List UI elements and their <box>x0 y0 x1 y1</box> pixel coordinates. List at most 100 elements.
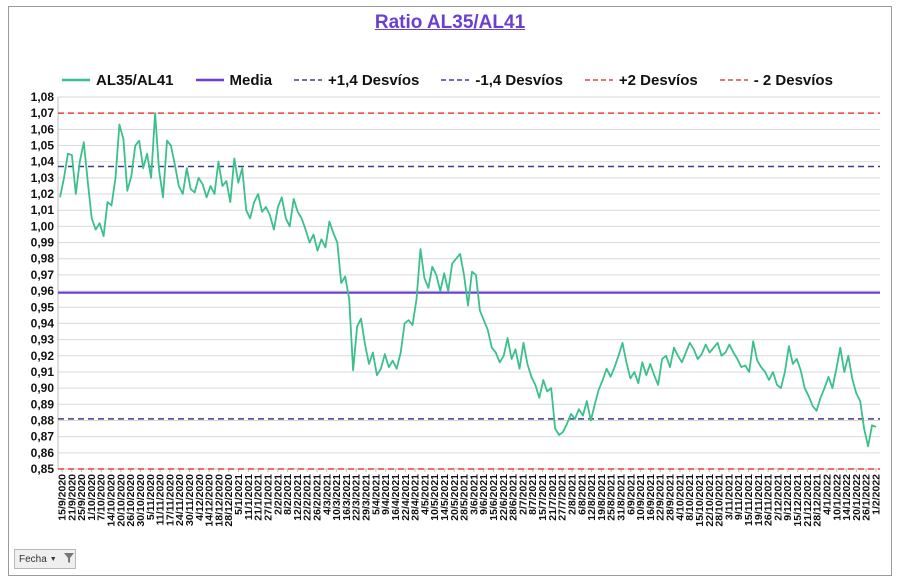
x-tick-label: 4/12/2020 <box>194 474 206 521</box>
x-tick-label: 6/9/2021 <box>625 474 637 515</box>
x-tick-label: 10/3/2021 <box>331 474 343 521</box>
x-tick-label: 3/11/2021 <box>723 474 735 520</box>
x-tick-label: 12/2/2021 <box>292 474 304 521</box>
fecha-filter-button[interactable]: Fecha ▼ <box>14 549 76 569</box>
legend-item: - 2 Desvíos <box>719 71 833 89</box>
x-tick-label: 4/5/2021 <box>419 474 431 515</box>
y-tick-label: 0,87 <box>31 430 55 444</box>
legend-label: AL35/AL41 <box>96 71 174 89</box>
x-tick-label: 27/1/2021 <box>262 474 274 521</box>
y-tick-label: 0,94 <box>31 316 55 330</box>
legend-item: +1,4 Desvíos <box>294 72 419 89</box>
y-tick-label: 1,01 <box>31 203 55 217</box>
y-tick-label: 0,96 <box>31 284 55 298</box>
legend-label: - 2 Desvíos <box>753 71 833 89</box>
x-tick-label: 28/5/2021 <box>459 474 471 521</box>
x-tick-label: 1/10/2020 <box>86 474 98 521</box>
y-tick-label: 0,90 <box>31 381 55 395</box>
y-tick-label: 1,07 <box>31 106 55 120</box>
x-tick-label: 20/1/2022 <box>851 474 863 521</box>
x-tick-label: 28/4/2021 <box>410 474 422 521</box>
x-tick-label: 22/2/2021 <box>302 474 314 521</box>
x-tick-label: 10/5/2021 <box>429 474 441 521</box>
x-tick-label: 15/11/2021 <box>743 474 755 526</box>
x-tick-label: 30/11/2020 <box>184 474 196 526</box>
legend-swatch <box>719 79 748 81</box>
x-tick-label: 14/10/2020 <box>106 474 118 527</box>
x-tick-label: 26/11/2021 <box>763 474 775 526</box>
chevron-down-icon[interactable]: ▼ <box>49 555 57 563</box>
x-tick-label: 15/12/2021 <box>792 474 804 527</box>
x-tick-label: 7/10/2020 <box>96 474 108 521</box>
x-tick-label: 14/12/2020 <box>204 474 216 527</box>
x-tick-label: 1/2/2022 <box>871 474 883 515</box>
x-tick-label: 26/1/2022 <box>861 474 873 521</box>
x-tick-label: 20/5/2021 <box>449 474 461 521</box>
x-tick-label: 22/3/2021 <box>351 474 363 521</box>
funnel-icon <box>63 552 75 567</box>
y-tick-label: 0,97 <box>31 268 55 282</box>
x-tick-label: 28/6/2021 <box>508 474 520 521</box>
x-tick-label: 17/11/2020 <box>164 474 176 526</box>
legend-label: Media <box>229 71 273 89</box>
legend-item: +2 Desvíos <box>584 72 698 89</box>
x-tick-label: 30/10/2020 <box>135 474 147 527</box>
legend-item: -1,4 Desvíos <box>441 72 563 89</box>
x-tick-label: 20/10/2020 <box>115 474 127 527</box>
x-tick-label: 15/10/2021 <box>694 474 706 527</box>
x-tick-label: 8/2/2021 <box>282 474 294 515</box>
x-tick-label: 29/3/2021 <box>361 474 373 521</box>
x-tick-label: 27/7/2021 <box>557 474 569 521</box>
x-tick-label: 10/9/2021 <box>635 474 647 521</box>
y-tick-label: 0,86 <box>31 446 55 460</box>
x-tick-label: 21/1/2021 <box>253 474 265 521</box>
x-tick-label: 2/8/2021 <box>566 474 578 515</box>
legend-label: -1,4 Desvíos <box>475 71 563 89</box>
legend-swatch <box>62 78 90 82</box>
x-tick-label: 5/1/2021 <box>233 474 245 515</box>
x-tick-label: 16/3/2021 <box>341 474 353 521</box>
x-tick-label: 4/1/2022 <box>821 474 833 515</box>
x-tick-label: 9/6/2021 <box>478 474 490 515</box>
x-tick-label: 5/11/2020 <box>145 474 157 520</box>
x-tick-label: 28/9/2021 <box>665 474 677 521</box>
y-tick-label: 1,02 <box>31 187 55 201</box>
x-tick-label: 22/6/2021 <box>498 474 510 521</box>
x-tick-label: 15/6/2021 <box>488 474 500 521</box>
y-tick-label: 0,89 <box>31 397 55 411</box>
y-tick-label: 0,92 <box>31 349 55 363</box>
x-tick-label: 24/11/2020 <box>174 474 186 526</box>
x-tick-label: 15/7/2021 <box>537 474 549 521</box>
y-tick-label: 0,91 <box>31 365 55 379</box>
x-tick-label: 22/9/2021 <box>655 474 667 521</box>
x-tick-label: 9/11/2021 <box>733 474 745 520</box>
x-tick-label: 16/4/2021 <box>390 474 402 521</box>
y-tick-label: 0,99 <box>31 236 55 250</box>
y-tick-label: 0,88 <box>31 413 55 427</box>
x-tick-label: 25/8/2021 <box>606 474 618 521</box>
x-tick-label: 18/12/2020 <box>213 474 225 527</box>
x-tick-label: 5/4/2021 <box>370 474 382 515</box>
x-tick-label: 6/8/2021 <box>576 474 588 515</box>
legend: AL35/AL41 Media +1,4 Desvíos -1,4 Desvío… <box>62 70 855 90</box>
x-tick-label: 4/3/2021 <box>321 474 333 515</box>
x-tick-label: 28/12/2020 <box>223 474 235 527</box>
x-tick-label: 28/10/2021 <box>714 474 726 527</box>
x-tick-label: 19/8/2021 <box>596 474 608 521</box>
legend-swatch <box>441 79 470 81</box>
legend-swatch <box>294 79 323 81</box>
y-tick-label: 1,03 <box>31 171 55 185</box>
x-tick-label: 31/8/2021 <box>616 474 628 521</box>
x-tick-label: 26/10/2020 <box>125 474 137 527</box>
x-tick-label: 11/11/2020 <box>155 474 167 526</box>
x-tick-label: 8/7/2021 <box>527 474 539 515</box>
x-tick-label: 9/12/2021 <box>782 474 794 521</box>
x-tick-label: 21/12/2021 <box>802 474 814 527</box>
y-tick-label: 1,04 <box>31 155 55 169</box>
y-tick-label: 1,00 <box>31 219 55 233</box>
x-tick-label: 14/1/2022 <box>841 474 853 521</box>
x-tick-label: 9/4/2021 <box>380 474 392 515</box>
x-tick-label: 2/12/2021 <box>772 474 784 521</box>
x-tick-label: 22/4/2021 <box>400 474 412 521</box>
